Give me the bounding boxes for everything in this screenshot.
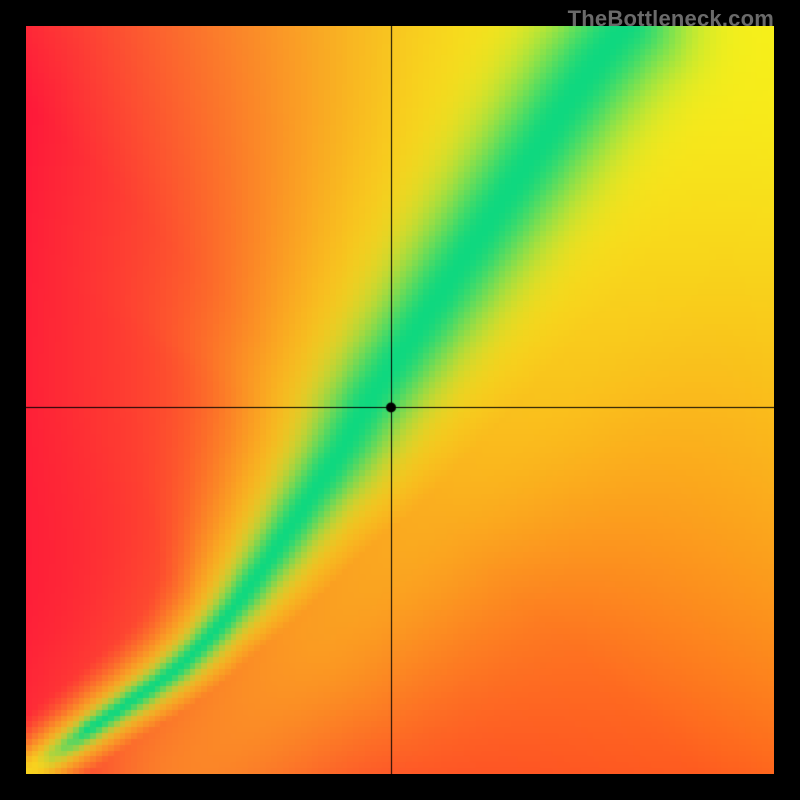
attribution-watermark: TheBottleneck.com [568,6,774,32]
outer-black-frame: TheBottleneck.com [0,0,800,800]
heatmap-canvas [26,26,774,774]
heatmap-plot [26,26,774,774]
